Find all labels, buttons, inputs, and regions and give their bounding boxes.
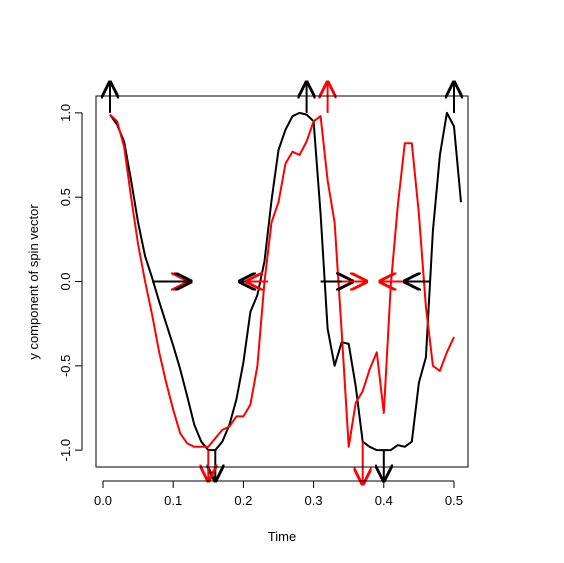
x-axis: 0.0 0.1 0.2 0.3 0.4 0.5 bbox=[94, 480, 463, 508]
y-axis-title: y component of spin vector bbox=[26, 204, 41, 360]
series-line-2 bbox=[109, 113, 455, 448]
y-tick-label: 1.0 bbox=[58, 104, 73, 122]
x-tick-label: 0.0 bbox=[94, 493, 112, 508]
x-tick-label: 0.2 bbox=[234, 493, 252, 508]
series-layer bbox=[109, 111, 462, 452]
x-tick-label: 0.5 bbox=[445, 493, 463, 508]
x-tick-label: 0.4 bbox=[375, 493, 393, 508]
x-axis-title: Time bbox=[268, 529, 296, 544]
y-tick-label: -0.5 bbox=[58, 355, 73, 377]
x-tick-label: 0.1 bbox=[164, 493, 182, 508]
y-axis: -1.0 -0.5 0.0 0.5 1.0 bbox=[58, 104, 83, 461]
plot-frame bbox=[95, 95, 469, 468]
y-tick-label: 0.5 bbox=[58, 188, 73, 206]
y-tick-label: 0.0 bbox=[58, 272, 73, 290]
series-line-1 bbox=[109, 111, 462, 452]
x-tick-label: 0.3 bbox=[305, 493, 323, 508]
y-tick-label: -1.0 bbox=[58, 439, 73, 461]
arrow-layer bbox=[110, 83, 454, 484]
